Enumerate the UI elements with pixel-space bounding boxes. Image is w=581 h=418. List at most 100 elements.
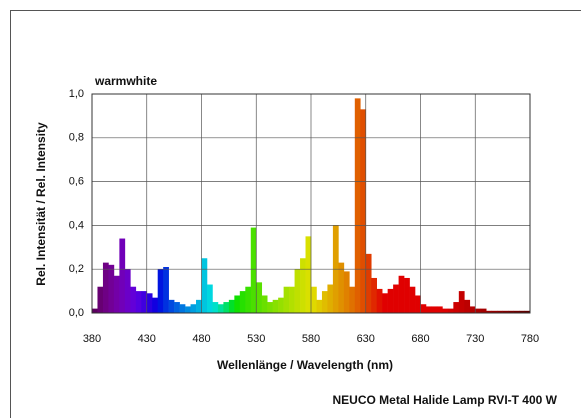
bar [190, 304, 197, 313]
bar [130, 286, 137, 313]
bar [217, 304, 224, 313]
bar [201, 258, 208, 313]
bar [365, 253, 372, 313]
bar [469, 306, 476, 313]
y-tick-label: 0,2 [69, 263, 84, 275]
frame [10, 10, 581, 418]
bar [102, 262, 109, 313]
bar [294, 269, 301, 313]
y-tick-label: 0,6 [69, 176, 84, 188]
bar [146, 293, 153, 313]
bar [393, 284, 399, 313]
bar [300, 258, 306, 313]
bar [508, 310, 514, 313]
bar [453, 302, 460, 313]
chart-title: warmwhite [94, 74, 157, 88]
bar [163, 267, 169, 313]
bar [261, 295, 268, 313]
bar [321, 291, 328, 313]
bar [124, 269, 131, 313]
bar [442, 308, 449, 313]
bar [464, 299, 471, 313]
bar [196, 299, 202, 313]
x-tick-label: 630 [357, 333, 375, 345]
bar [327, 284, 334, 313]
bar [420, 304, 427, 313]
y-tick-label: 1,0 [69, 88, 84, 100]
bar [278, 297, 284, 313]
x-tick-label: 580 [302, 333, 320, 345]
y-tick-label: 0,0 [69, 307, 84, 319]
bar [475, 308, 482, 313]
bar [409, 286, 416, 313]
bar [223, 302, 230, 313]
bar [289, 286, 295, 313]
bar [316, 299, 323, 313]
bar [376, 288, 383, 313]
bar [404, 277, 410, 313]
bar [108, 264, 115, 313]
caption: NEUCO Metal Halide Lamp RVI-T 400 W [333, 393, 558, 407]
bar [228, 299, 235, 313]
bar [135, 291, 142, 313]
bar [415, 295, 421, 313]
bar [141, 291, 148, 313]
bar [157, 269, 164, 313]
bar [519, 310, 525, 313]
bar [92, 308, 98, 313]
bar [119, 238, 126, 313]
bar [354, 98, 361, 313]
bar [152, 297, 158, 313]
bar [349, 286, 356, 313]
x-tick-label: 780 [521, 333, 539, 345]
bar [113, 275, 120, 313]
bar [256, 282, 263, 313]
x-tick-label: 680 [411, 333, 429, 345]
x-tick-label: 430 [138, 333, 156, 345]
x-tick-label: 730 [466, 333, 484, 345]
bar [283, 286, 290, 313]
bar [436, 306, 443, 313]
bar [212, 302, 219, 313]
bar [382, 293, 388, 313]
x-tick-label: 480 [192, 333, 210, 345]
bar [311, 286, 317, 313]
bar [250, 227, 257, 313]
bar [447, 308, 454, 313]
bar [185, 306, 191, 313]
bar [343, 271, 350, 313]
bar [497, 310, 503, 313]
bar [206, 284, 213, 313]
y-tick-label: 0,8 [69, 132, 84, 144]
bar [360, 109, 367, 313]
bar [480, 308, 487, 313]
bar [179, 304, 186, 313]
bar [97, 286, 104, 313]
bar [168, 299, 175, 313]
y-axis-label: Rel. Intensität / Rel. Intensity [34, 122, 48, 286]
bar [502, 310, 509, 313]
bar [491, 310, 498, 313]
bar [486, 310, 492, 313]
bar [431, 306, 438, 313]
bar [174, 302, 180, 313]
bar [513, 310, 520, 313]
y-tick-label: 0,4 [69, 219, 84, 231]
bar [239, 291, 246, 313]
x-tick-label: 380 [83, 333, 101, 345]
x-tick-label: 530 [247, 333, 265, 345]
bar [267, 302, 273, 313]
bar [425, 306, 432, 313]
plot-border [91, 93, 531, 314]
bar [305, 236, 312, 313]
bar [398, 275, 405, 313]
bar [524, 310, 531, 313]
bar [458, 291, 465, 313]
bar [387, 288, 394, 313]
bar [371, 277, 377, 313]
bar [234, 295, 241, 313]
bar [272, 299, 279, 313]
bar [245, 286, 252, 313]
bar [338, 262, 345, 313]
